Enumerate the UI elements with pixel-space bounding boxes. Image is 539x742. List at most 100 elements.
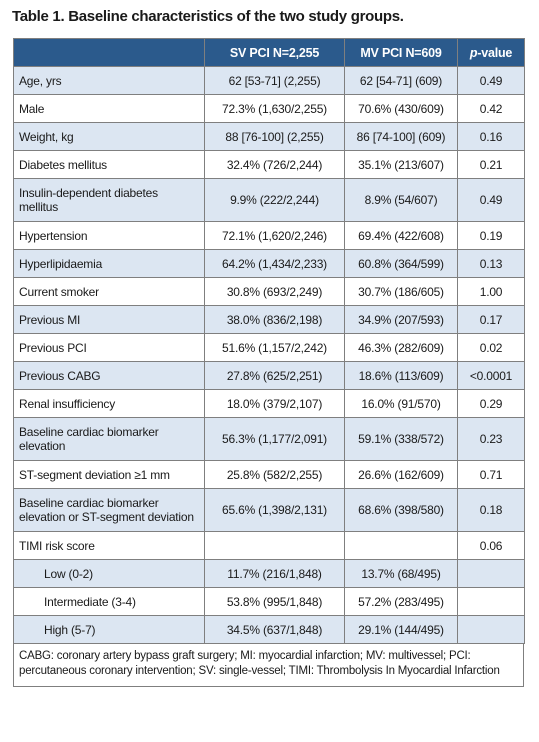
cell: 26.6% (162/609) xyxy=(344,460,458,489)
table-row: Current smoker 30.8% (693/2,249) 30.7% (18… xyxy=(13,277,525,306)
cell: 0.49 xyxy=(457,178,525,222)
cell: 46.3% (282/609) xyxy=(344,333,458,362)
cell: 69.4% (422/608) xyxy=(344,221,458,250)
table-row: Previous CABG 27.8% (625/2,251) 18.6% (113… xyxy=(13,361,525,390)
cell: 57.2% (283/495) xyxy=(344,587,458,616)
header-row: SV PCI N=2,255 MV PCI N=609 p-value xyxy=(13,38,525,67)
cell: 53.8% (995/1,848) xyxy=(204,587,345,616)
cell: <0.0001 xyxy=(457,361,525,390)
cell: 18.0% (379/2,107) xyxy=(204,389,345,418)
row-label: Previous MI xyxy=(13,305,205,334)
header-text: -value xyxy=(477,45,513,60)
row-label: Low (0-2) xyxy=(13,559,205,588)
cell: 64.2% (1,434/2,233) xyxy=(204,249,345,278)
row-label: Insulin-dependent diabetes mellitus xyxy=(13,178,205,222)
cell: 0.42 xyxy=(457,94,525,123)
cell: 0.71 xyxy=(457,460,525,489)
table-row: High (5-7) 34.5% (637/1,848) 29.1% (144/49… xyxy=(13,615,525,644)
cell: 0.49 xyxy=(457,66,525,95)
row-label: ST-segment deviation ≥1 mm xyxy=(13,460,205,489)
table-row: Weight, kg 88 [76-100] (2,255) 86 [74-100]… xyxy=(13,122,525,151)
footnote: CABG: coronary artery bypass graft surge… xyxy=(13,644,524,687)
cell: 70.6% (430/609) xyxy=(344,94,458,123)
table-row: Intermediate (3-4) 53.8% (995/1,848) 57.2%… xyxy=(13,587,525,616)
header-cell: p-value xyxy=(457,38,525,67)
cell: 51.6% (1,157/2,242) xyxy=(204,333,345,362)
cell: 27.8% (625/2,251) xyxy=(204,361,345,390)
cell: 86 [74-100] (609) xyxy=(344,122,458,151)
table-row: Age, yrs 62 [53-71] (2,255) 62 [54-71] (60… xyxy=(13,66,525,95)
table-row: ST-segment deviation ≥1 mm 25.8% (582/2,2… xyxy=(13,460,525,489)
table-row: Diabetes mellitus 32.4% (726/2,244) 35.1% … xyxy=(13,150,525,179)
cell: 88 [76-100] (2,255) xyxy=(204,122,345,151)
table-row: Baseline cardiac biomarker elevation or … xyxy=(13,488,525,532)
header-cell: SV PCI N=2,255 xyxy=(204,38,345,67)
row-label: Previous PCI xyxy=(13,333,205,362)
cell: 0.02 xyxy=(457,333,525,362)
cell: 72.1% (1,620/2,246) xyxy=(204,221,345,250)
table-row: Hyperlipidaemia 64.2% (1,434/2,233) 60.8% … xyxy=(13,249,525,278)
cell: 72.3% (1,630/2,255) xyxy=(204,94,345,123)
table-box: SV PCI N=2,255 MV PCI N=609 p-value Age, y… xyxy=(13,38,525,687)
cell: 0.29 xyxy=(457,389,525,418)
cell: 30.8% (693/2,249) xyxy=(204,277,345,306)
cell xyxy=(457,559,525,588)
table: SV PCI N=2,255 MV PCI N=609 p-value Age, y… xyxy=(13,38,525,644)
row-label: TIMI risk score xyxy=(13,531,205,560)
table-row: Hypertension 72.1% (1,620/2,246) 69.4% (42… xyxy=(13,221,525,250)
row-label: Male xyxy=(13,94,205,123)
cell: 0.21 xyxy=(457,150,525,179)
table-row: Male 72.3% (1,630/2,255) 70.6% (430/609) 0.… xyxy=(13,94,525,123)
table-row: Renal insufficiency 18.0% (379/2,107) 16.0… xyxy=(13,389,525,418)
cell: 16.0% (91/570) xyxy=(344,389,458,418)
row-label: Age, yrs xyxy=(13,66,205,95)
cell: 29.1% (144/495) xyxy=(344,615,458,644)
cell: 38.0% (836/2,198) xyxy=(204,305,345,334)
cell: 25.8% (582/2,255) xyxy=(204,460,345,489)
cell: 30.7% (186/605) xyxy=(344,277,458,306)
cell: 56.3% (1,177/2,091) xyxy=(204,417,345,461)
cell: 18.6% (113/609) xyxy=(344,361,458,390)
header-cell xyxy=(13,38,205,67)
table-row: TIMI risk score 0.06 xyxy=(13,531,525,560)
cell: 1.00 xyxy=(457,277,525,306)
cell: 59.1% (338/572) xyxy=(344,417,458,461)
row-label: Baseline cardiac biomarker elevation xyxy=(13,417,205,461)
cell xyxy=(457,587,525,616)
cell: 0.13 xyxy=(457,249,525,278)
table-row: Low (0-2) 11.7% (216/1,848) 13.7% (68/495) xyxy=(13,559,525,588)
cell: 62 [53-71] (2,255) xyxy=(204,66,345,95)
row-label: High (5-7) xyxy=(13,615,205,644)
header-text: p xyxy=(469,45,478,60)
cell: 0.18 xyxy=(457,488,525,532)
row-label: Hypertension xyxy=(13,221,205,250)
row-label: Previous CABG xyxy=(13,361,205,390)
cell: 32.4% (726/2,244) xyxy=(204,150,345,179)
table-row: Insulin-dependent diabetes mellitus 9.9% … xyxy=(13,178,525,222)
cell: 68.6% (398/580) xyxy=(344,488,458,532)
row-label: Diabetes mellitus xyxy=(13,150,205,179)
table-row: Baseline cardiac biomarker elevation 56.3… xyxy=(13,417,525,461)
row-label: Hyperlipidaemia xyxy=(13,249,205,278)
cell: 0.16 xyxy=(457,122,525,151)
cell: 0.23 xyxy=(457,417,525,461)
cell xyxy=(457,615,525,644)
cell: 0.19 xyxy=(457,221,525,250)
cell xyxy=(344,531,458,560)
row-label: Weight, kg xyxy=(13,122,205,151)
cell: 13.7% (68/495) xyxy=(344,559,458,588)
cell: 60.8% (364/599) xyxy=(344,249,458,278)
cell: 8.9% (54/607) xyxy=(344,178,458,222)
table-row: Previous PCI 51.6% (1,157/2,242) 46.3% (28… xyxy=(13,333,525,362)
row-label: Renal insufficiency xyxy=(13,389,205,418)
cell: 0.06 xyxy=(457,531,525,560)
cell: 0.17 xyxy=(457,305,525,334)
cell: 65.6% (1,398/2,131) xyxy=(204,488,345,532)
row-label: Baseline cardiac biomarker elevation or … xyxy=(13,488,205,532)
header-cell: MV PCI N=609 xyxy=(344,38,458,67)
cell xyxy=(204,531,345,560)
cell: 34.9% (207/593) xyxy=(344,305,458,334)
cell: 62 [54-71] (609) xyxy=(344,66,458,95)
cell: 11.7% (216/1,848) xyxy=(204,559,345,588)
